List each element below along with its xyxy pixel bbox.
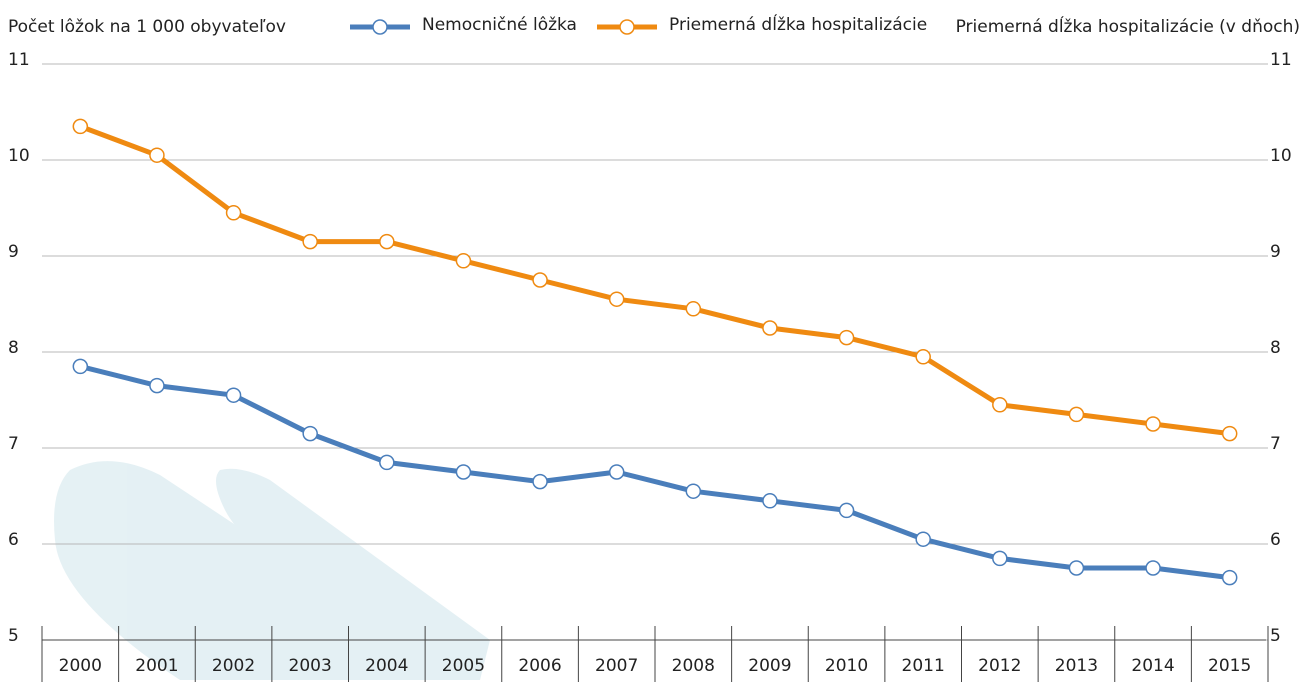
data-point	[533, 273, 547, 287]
data-point	[227, 206, 241, 220]
x-tick-label: 2015	[1208, 656, 1251, 676]
data-point	[303, 427, 317, 441]
data-point	[1223, 427, 1237, 441]
data-point	[763, 321, 777, 335]
x-tick-label: 2000	[59, 656, 102, 676]
data-point	[380, 455, 394, 469]
data-point	[456, 254, 470, 268]
data-point	[227, 388, 241, 402]
y2-axis-label: Priemerná dĺžka hospitalizácie (v dňoch)	[956, 15, 1300, 37]
data-point	[380, 235, 394, 249]
y2-tick-label: 6	[1270, 530, 1281, 550]
y-tick-label: 9	[8, 242, 19, 262]
y-tick-label: 6	[8, 530, 19, 550]
y-tick-label: 7	[8, 434, 19, 454]
y-tick-label: 11	[8, 50, 30, 70]
x-tick-label: 2009	[748, 656, 791, 676]
x-tick-label: 2002	[212, 656, 255, 676]
data-point	[73, 359, 87, 373]
x-tick-label: 2014	[1131, 656, 1174, 676]
data-point	[150, 379, 164, 393]
y2-tick-label: 7	[1270, 434, 1281, 454]
x-tick-label: 2004	[365, 656, 408, 676]
legend-marker	[373, 20, 387, 34]
data-point	[1069, 561, 1083, 575]
data-point	[763, 494, 777, 508]
x-tick-label: 2006	[518, 656, 561, 676]
legend-marker	[620, 20, 634, 34]
y-tick-label: 8	[8, 338, 19, 358]
series-line	[80, 126, 1229, 433]
data-point	[686, 302, 700, 316]
y2-tick-label: 9	[1270, 242, 1281, 262]
data-point	[1069, 407, 1083, 421]
data-point	[840, 503, 854, 517]
data-point	[610, 465, 624, 479]
x-tick-label: 2001	[135, 656, 178, 676]
x-tick-label: 2008	[672, 656, 715, 676]
x-tick-label: 2003	[289, 656, 332, 676]
y-axis-label: Počet lôžok na 1 000 obyvateľov	[8, 17, 286, 37]
data-point	[916, 350, 930, 364]
data-point	[303, 235, 317, 249]
x-tick-label: 2011	[902, 656, 945, 676]
data-point	[533, 475, 547, 489]
y2-tick-label: 11	[1270, 50, 1292, 70]
data-point	[1223, 571, 1237, 585]
x-tick-label: 2013	[1055, 656, 1098, 676]
data-point	[686, 484, 700, 498]
data-point	[916, 532, 930, 546]
data-point	[1146, 417, 1160, 431]
y2-tick-label: 10	[1270, 146, 1292, 166]
y2-tick-label: 5	[1270, 626, 1281, 646]
x-tick-label: 2007	[595, 656, 638, 676]
legend-label: Nemocničné lôžka	[422, 15, 577, 35]
data-point	[456, 465, 470, 479]
data-point	[1146, 561, 1160, 575]
legend-label: Priemerná dĺžka hospitalizácie	[669, 13, 927, 35]
data-point	[993, 551, 1007, 565]
x-tick-label: 2012	[978, 656, 1021, 676]
data-point	[73, 119, 87, 133]
data-point	[150, 148, 164, 162]
data-point	[840, 331, 854, 345]
y2-tick-label: 8	[1270, 338, 1281, 358]
y-tick-label: 10	[8, 146, 30, 166]
x-tick-label: 2005	[442, 656, 485, 676]
chart: Počet lôžok na 1 000 obyvateľov Priemern…	[0, 0, 1303, 682]
x-tick-label: 2010	[825, 656, 868, 676]
data-point	[993, 398, 1007, 412]
y-tick-label: 5	[8, 626, 19, 646]
data-point	[610, 292, 624, 306]
